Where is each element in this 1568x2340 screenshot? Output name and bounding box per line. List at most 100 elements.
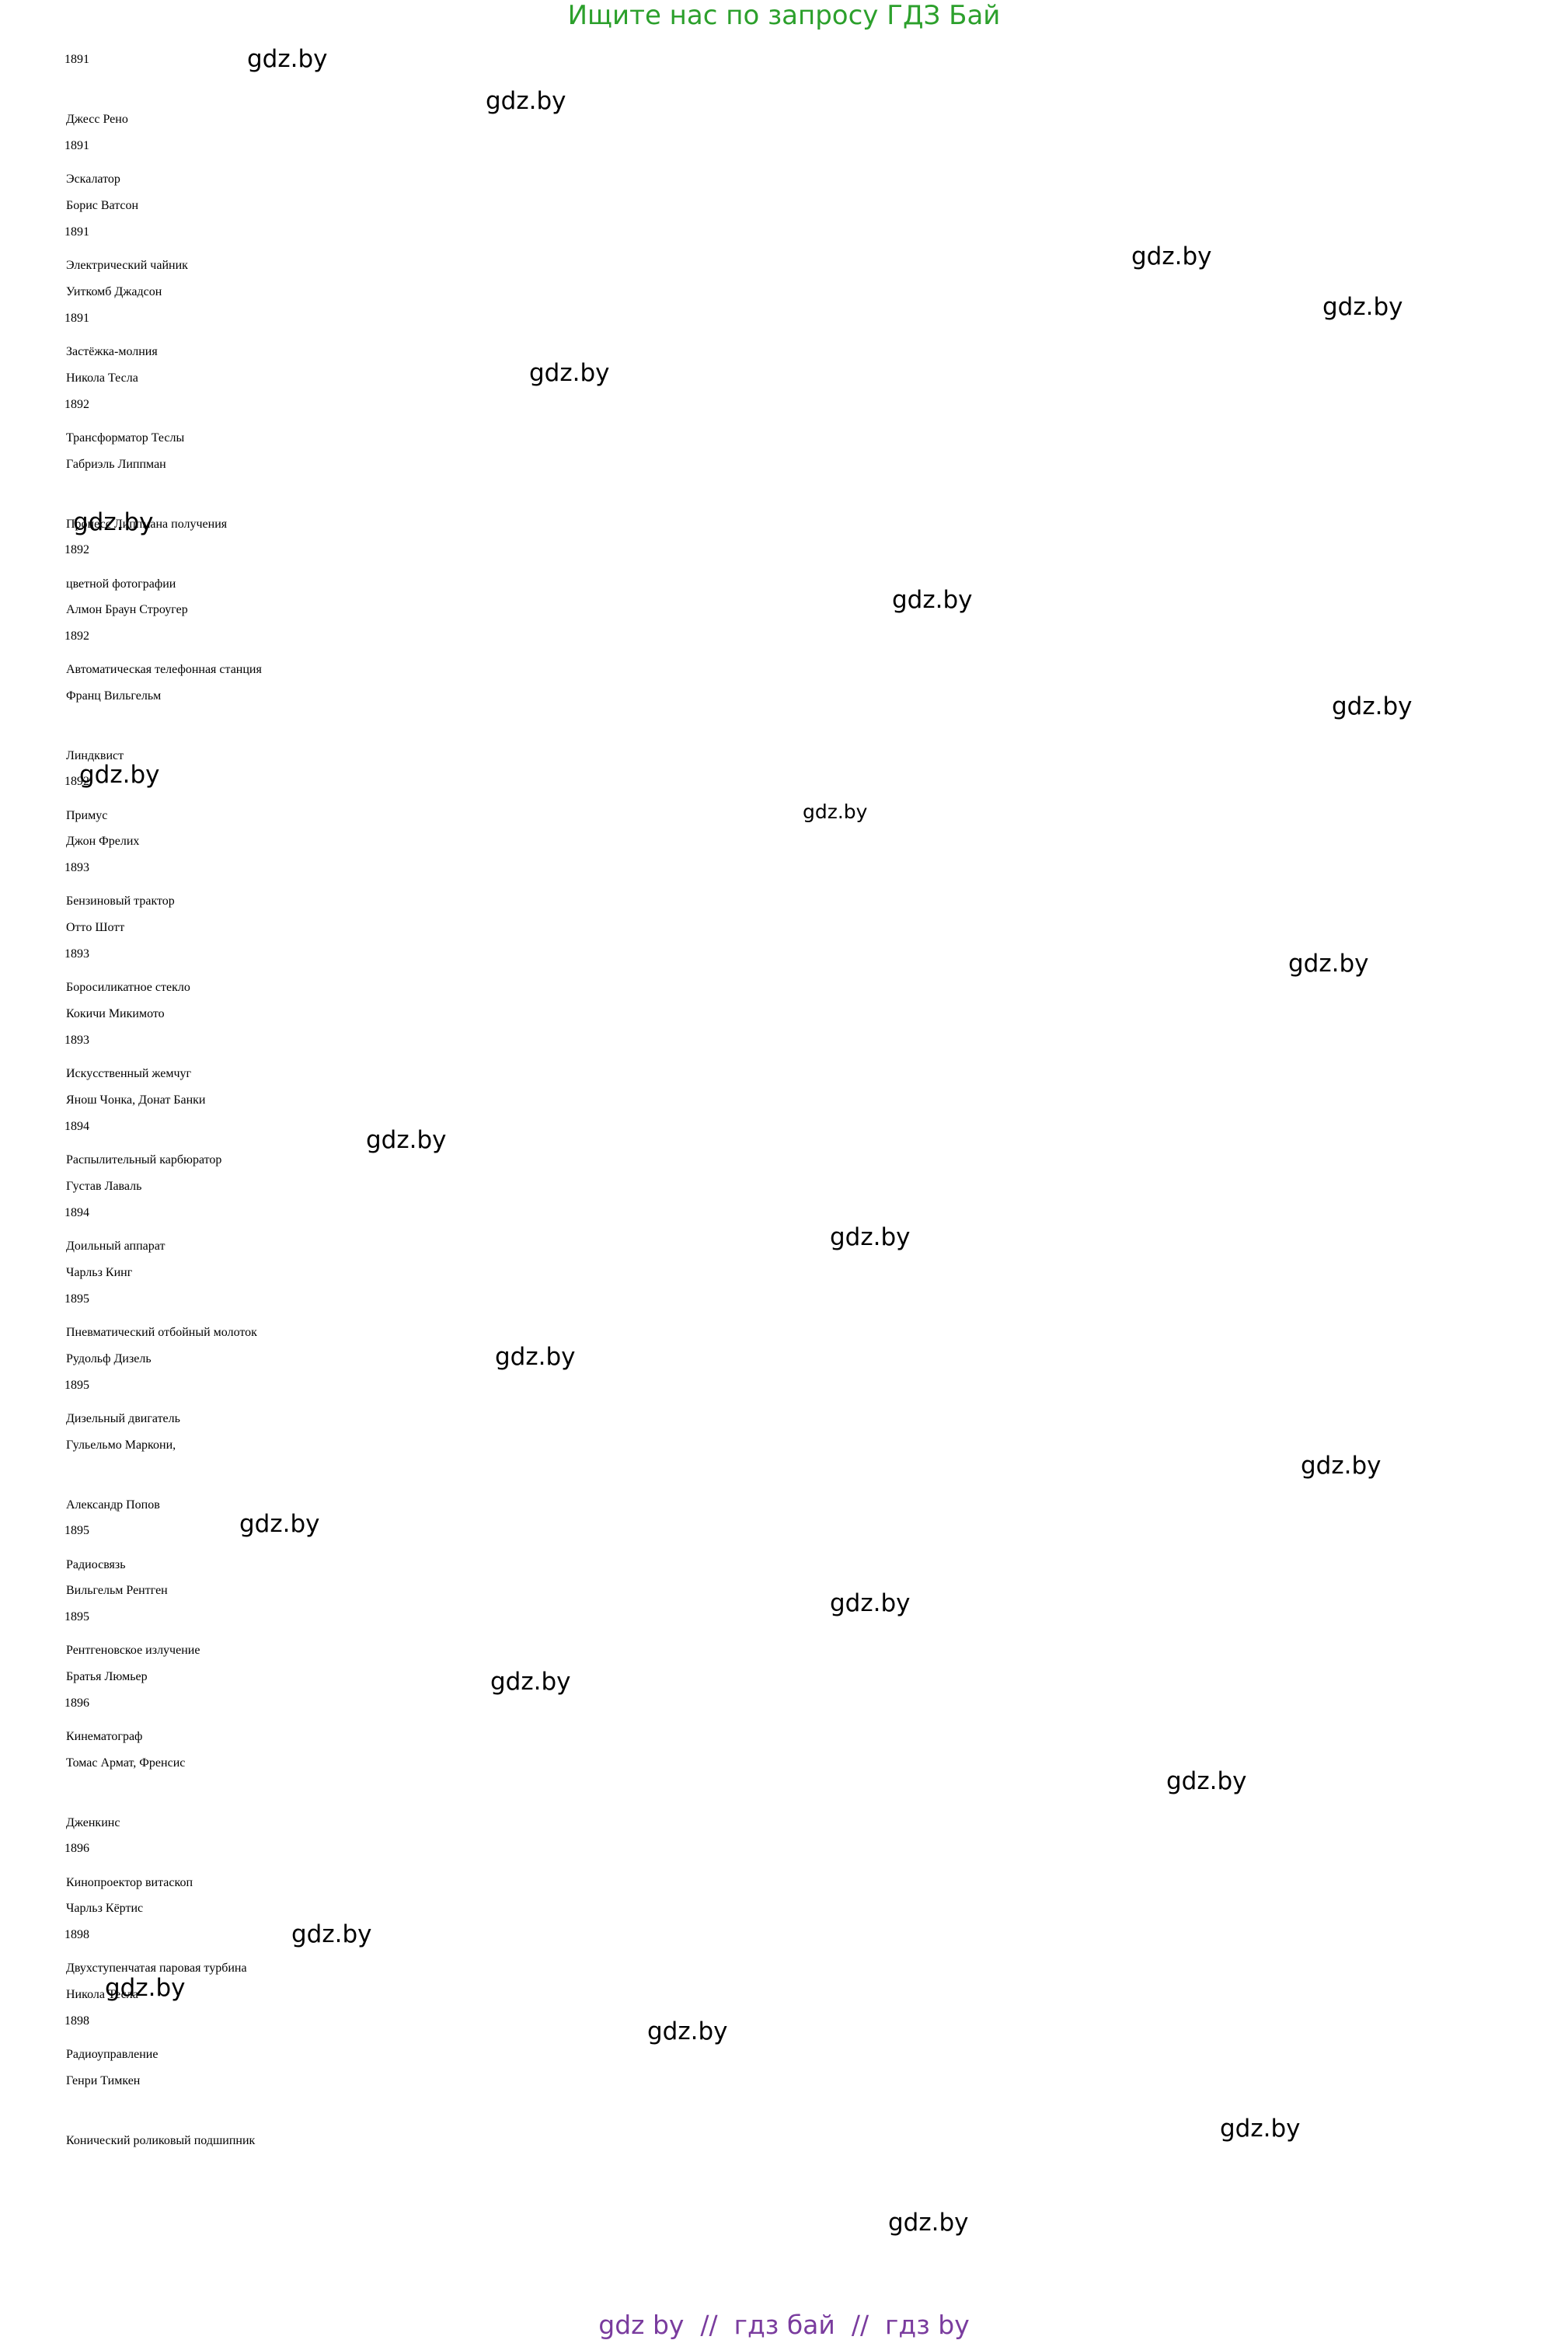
cell-text: 1895 — [64, 1292, 89, 1306]
table-row: 1894 Густав Лаваль Доильный аппарат — [49, 1097, 1522, 1253]
watermark: gdz.by — [105, 1974, 186, 2002]
cell-text: Радиоуправление — [66, 2048, 159, 2061]
cell-text: Кокичи Микимото — [66, 1007, 165, 1020]
cell-text: Примус — [66, 809, 108, 822]
cell-text: 1891 — [64, 312, 89, 325]
watermark: gdz.by — [529, 359, 610, 387]
cell-text: Джон Фрелих — [66, 835, 140, 848]
cell-text: Джесс Рено — [66, 113, 128, 126]
table-cell: Джон Фрелих — [49, 811, 629, 871]
table-cell: Вильгельм Рентген — [49, 1561, 629, 1620]
table-row: 1892 Габриэль Липпман Процесс Липпмана пол… — [49, 375, 1522, 591]
table-row: 1898 Генри Тимкен Конический роликовый под… — [49, 1991, 1522, 2147]
watermark: gdz.by — [892, 586, 973, 614]
table-row: 1896 Томас Армат, Френсис Дженкинс Кинопрое… — [49, 1673, 1522, 1889]
table-cell: Братья Люмьер — [49, 1647, 629, 1707]
table-cell: Густав Лаваль — [49, 1156, 629, 1216]
table-cell: Трансформатор Теслы — [49, 408, 841, 468]
table-cell: Янош Чонка, Донат Банки — [49, 1070, 629, 1130]
cell-text: Густав Лаваль — [66, 1180, 142, 1193]
cell-text: Автоматическая телефонная станция — [66, 663, 262, 676]
cell-text: цветной фотографии — [66, 577, 176, 591]
table-cell: Томас Армат, Френсис Дженкинс — [49, 1733, 629, 1853]
cell-text: Двухступенчатая паровая турбина — [66, 1962, 247, 1975]
table-row: 1892 Алмон Браун Строугер Автоматическая т… — [49, 520, 1522, 676]
watermark: gdz.by — [803, 800, 868, 823]
table-cell: Борис Ватсон — [49, 176, 629, 235]
cell-text: 1895 — [64, 1379, 89, 1392]
table-row: 1891 Джесс Рено Эскалатор — [49, 30, 1522, 186]
table-row: 1895 Братья Люмьер Кинематограф — [49, 1587, 1522, 1743]
table-cell: 1898 — [49, 1905, 211, 1965]
table-cell: 1895 — [49, 1587, 211, 1647]
watermark: gdz.by — [495, 1343, 576, 1371]
cell-text: 1895 — [64, 1524, 89, 1537]
watermark: gdz.by — [1322, 293, 1403, 321]
cell-text: Трансформатор Теслы — [66, 431, 185, 445]
cell-text: 1891 — [64, 53, 89, 66]
cell-text: 1896 — [64, 1697, 89, 1710]
table-row: 1895 Вильгельм Рентген Рентгеновское излуч… — [49, 1501, 1522, 1657]
cell-text: Чарльз Кёртис — [66, 1902, 144, 1915]
watermark: gdz.by — [73, 508, 154, 536]
table-cell: Кинопроектор витаскоп — [49, 1853, 841, 1913]
table-cell: 1896 — [49, 1819, 211, 1878]
table-cell: Радиосвязь — [49, 1535, 841, 1595]
watermark: gdz.by — [239, 1510, 320, 1538]
table-cell: Гульельмо Маркони, Александр Попов — [49, 1415, 629, 1535]
table-cell: Пневматический отбойный молоток — [49, 1303, 841, 1362]
cell-text: 1894 — [64, 1120, 89, 1133]
cell-text: Кинопроектор витаскоп — [66, 1876, 193, 1889]
table-row: 1892 Джон Фрелих Бензиновый трактор — [49, 752, 1522, 908]
table-cell: Чарльз Кинг — [49, 1243, 629, 1303]
cell-text: Уиткомб Джадсон — [66, 285, 162, 298]
cell-text: Эскалатор — [66, 173, 120, 186]
table-cell: 1893 — [49, 1010, 211, 1070]
table-cell: 1895 — [49, 1501, 211, 1561]
cell-text: 1891 — [64, 225, 89, 239]
table-cell: 1892 — [49, 752, 211, 811]
table-cell: Чарльз Кёртис — [49, 1878, 629, 1938]
table-row: 1891 Уиткомб Джадсон Застёжка-молния — [49, 202, 1522, 358]
table-cell: Рентгеновское излучение — [49, 1620, 841, 1680]
table-cell: 1898 — [49, 1991, 211, 2051]
table-row: 1895 Гульельмо Маркони, Александр Попов Рад… — [49, 1355, 1522, 1571]
table-row: 1893 Кокичи Микимото Искусственный жемчуг — [49, 924, 1522, 1080]
table-cell: Искусственный жемчуг — [49, 1044, 841, 1104]
table-cell: 1893 — [49, 838, 211, 898]
table-cell: Рудольф Дизель — [49, 1329, 629, 1389]
cell-text: 1895 — [64, 1610, 89, 1623]
table-cell: Доильный аппарат — [49, 1216, 841, 1276]
table-cell: Никола Тесла — [49, 1965, 629, 2024]
cell-text: 1892 — [64, 543, 89, 556]
table-row: 1891 Никола Тесла Трансформатор Теслы — [49, 288, 1522, 445]
cell-text: Вильгельм Рентген — [66, 1584, 168, 1597]
table-cell: 1894 — [49, 1097, 211, 1156]
table-cell: Процесс Липпмана получения цветной фотогр… — [49, 494, 841, 614]
cell-text: Генри Тимкен — [66, 2074, 141, 2087]
cell-text: Братья Люмьер — [66, 1670, 148, 1683]
cell-text: 1893 — [64, 947, 89, 961]
watermark: gdz.by — [1166, 1767, 1247, 1795]
table-cell: Застёжка-молния — [49, 322, 841, 382]
cell-text: 1893 — [64, 1034, 89, 1047]
cell-text: Габриэль Липпман — [66, 458, 166, 471]
cell-text: Радиосвязь — [66, 1558, 126, 1571]
watermark: gdz.by — [486, 87, 566, 115]
watermark: gdz.by — [647, 2017, 728, 2045]
cell-text: Искусственный жемчуг — [66, 1067, 192, 1080]
watermark: gdz.by — [366, 1126, 447, 1154]
table-cell: 1894 — [49, 1183, 211, 1243]
table-cell: Алмон Браун Строугер — [49, 580, 629, 640]
cell-text: Застёжка-молния — [66, 345, 158, 358]
table-cell: Распылительный карбюратор — [49, 1130, 841, 1190]
cell-text: 1892 — [64, 398, 89, 411]
watermark: gdz.by — [1220, 2115, 1301, 2143]
table-cell: 1891 — [49, 202, 211, 262]
watermark: gdz.by — [79, 761, 160, 789]
table-cell: 1891 — [49, 30, 211, 89]
cell-text: Чарльз Кинг — [66, 1266, 133, 1279]
cell-text: Янош Чонка, Донат Банки — [66, 1093, 206, 1107]
cell-text: Никола Тесла — [66, 371, 138, 385]
table-cell: 1892 — [49, 606, 211, 666]
